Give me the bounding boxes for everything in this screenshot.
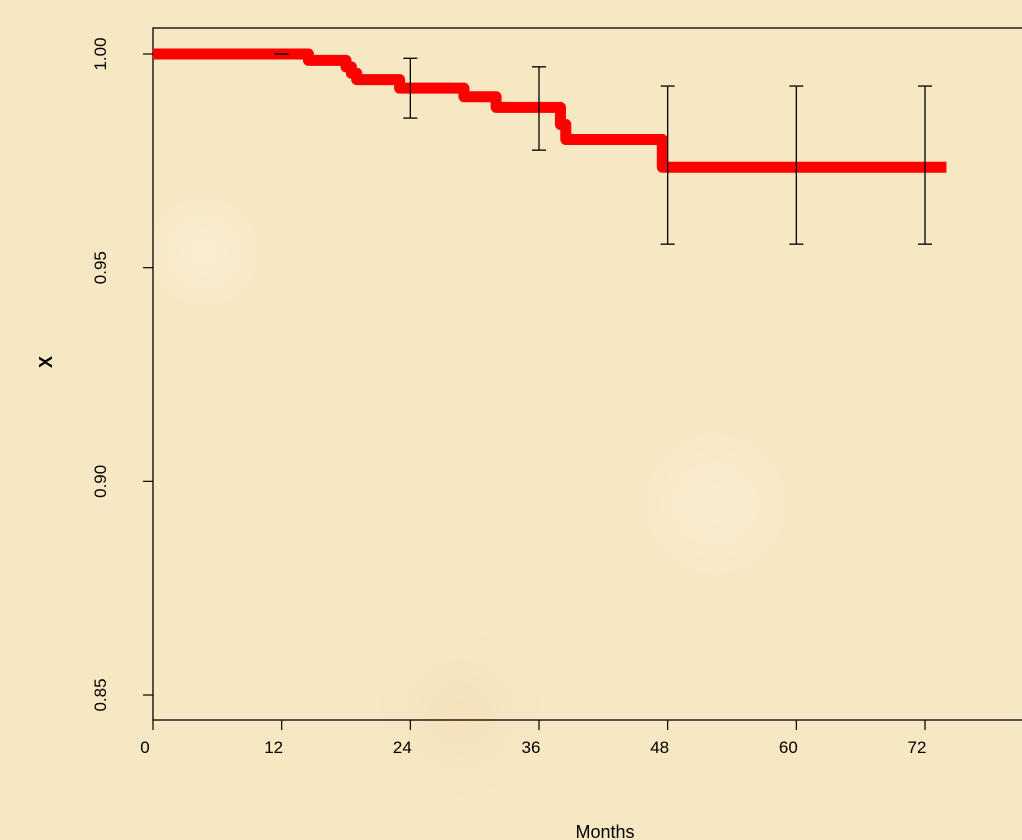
x-tick-label: 48: [650, 738, 669, 757]
y-axis: 0.85 0.90 0.95 1.00: [91, 37, 153, 712]
x-tick-label: 36: [522, 738, 541, 757]
plot-border: [152, 27, 1022, 721]
y-axis-title: X: [36, 356, 56, 368]
y-tick-label: 0.85: [91, 678, 110, 711]
y-tick-label: 0.90: [91, 465, 110, 498]
series-layer: [153, 48, 947, 173]
x-tick-label: 24: [393, 738, 412, 757]
x-tick-label: 0: [140, 738, 149, 757]
error-bar: [403, 57, 418, 119]
error-bar: [789, 85, 804, 245]
x-tick-label: 60: [779, 738, 798, 757]
y-tick-label: 0.95: [91, 251, 110, 284]
y-tick-label: 1.00: [91, 37, 110, 70]
error-bar-layer: [403, 57, 932, 245]
x-axis: 0 12 24 36 48 60 72: [140, 720, 926, 757]
plot-frame: [152, 27, 1022, 721]
error-bar: [532, 66, 546, 151]
x-tick-label: 72: [908, 738, 927, 757]
x-tick-label: 12: [264, 738, 283, 757]
error-bar: [918, 85, 932, 245]
error-bar: [660, 85, 675, 245]
x-axis-title: Months: [575, 822, 634, 840]
survival-line: [153, 48, 947, 173]
